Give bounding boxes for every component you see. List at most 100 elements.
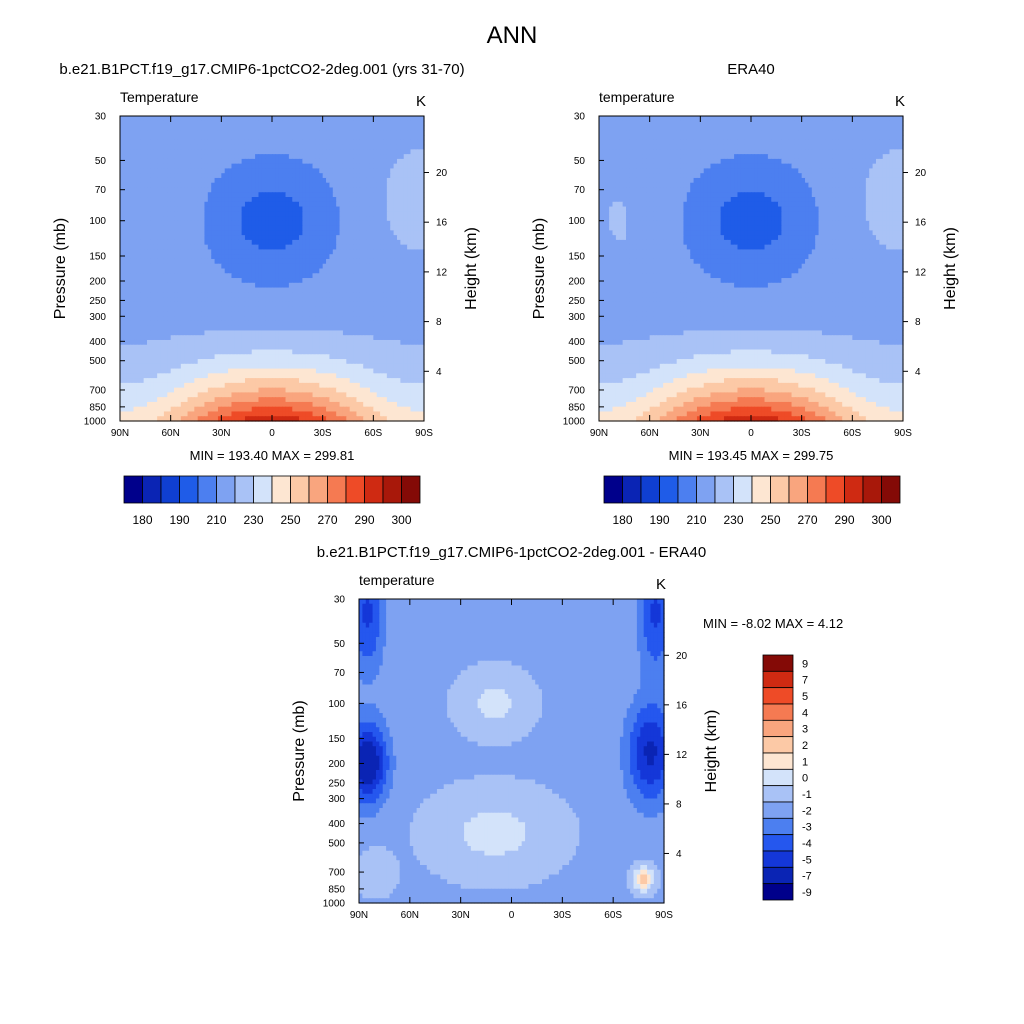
field-cell — [163, 254, 168, 260]
field-cell — [180, 216, 185, 222]
field-cell — [244, 292, 249, 298]
field-cell — [140, 263, 145, 270]
field-cell — [265, 154, 270, 160]
field-cell — [120, 316, 124, 322]
field-cell — [319, 235, 324, 241]
field-cell — [201, 258, 206, 265]
field-cell — [194, 154, 199, 160]
field-cell — [413, 287, 418, 293]
field-cell — [332, 144, 337, 150]
field-cell — [329, 363, 334, 370]
field-cell — [359, 373, 364, 379]
field-cell — [140, 282, 145, 289]
field-cell — [319, 139, 324, 146]
field-cell — [400, 354, 405, 360]
field-cell — [305, 177, 310, 184]
field-cell — [143, 254, 148, 260]
field-cell — [407, 258, 412, 265]
field-cell — [228, 325, 233, 332]
field-cell — [285, 330, 290, 336]
field-cell — [224, 311, 229, 317]
field-cell — [120, 378, 124, 384]
field-cell — [403, 339, 408, 346]
field-cell — [319, 339, 324, 346]
field-cell — [278, 297, 283, 303]
field-cell — [349, 182, 354, 189]
field-cell — [217, 139, 222, 146]
field-cell — [349, 120, 354, 127]
field-cell — [187, 120, 192, 127]
field-cell — [403, 163, 408, 170]
field-cell — [265, 249, 270, 255]
field-cell — [359, 339, 364, 346]
field-cell — [366, 325, 371, 332]
field-cell — [390, 239, 395, 246]
field-cell — [251, 306, 256, 312]
field-cell — [332, 182, 337, 189]
field-cell — [170, 282, 175, 289]
field-cell — [224, 225, 229, 231]
field-cell — [410, 373, 415, 379]
field-cell — [136, 220, 141, 227]
field-cell — [376, 201, 381, 208]
field-cell — [187, 301, 192, 308]
field-cell — [315, 173, 320, 179]
field-cell — [363, 373, 368, 379]
field-cell — [207, 278, 212, 284]
field-cell — [157, 306, 162, 312]
field-cell — [288, 230, 293, 236]
field-cell — [349, 125, 354, 131]
field-cell — [184, 168, 189, 174]
field-cell — [312, 373, 317, 379]
field-cell — [326, 330, 331, 336]
field-cell — [204, 311, 209, 317]
field-cell — [359, 325, 364, 332]
field-cell — [136, 116, 141, 122]
field-cell — [356, 177, 361, 184]
field-cell — [349, 130, 354, 136]
field-cell — [163, 168, 168, 174]
field-cell — [285, 225, 290, 231]
field-cell — [153, 325, 158, 332]
field-cell — [180, 354, 185, 360]
field-cell — [305, 344, 310, 351]
field-cell — [315, 359, 320, 365]
field-cell — [167, 216, 172, 222]
field-cell — [244, 368, 249, 374]
field-cell — [153, 192, 158, 198]
field-cell — [353, 211, 358, 217]
field-cell — [133, 125, 138, 131]
field-cell — [170, 311, 175, 317]
field-cell — [157, 339, 162, 346]
field-cell — [326, 301, 331, 308]
field-cell — [312, 158, 317, 165]
field-cell — [204, 258, 209, 265]
field-cell — [120, 220, 124, 227]
field-cell — [329, 254, 334, 260]
field-cell — [353, 135, 358, 141]
field-cell — [295, 192, 300, 198]
field-cell — [400, 244, 405, 251]
field-cell — [258, 311, 263, 317]
field-cell — [339, 354, 344, 360]
field-cell — [272, 359, 276, 365]
field-cell — [261, 158, 266, 165]
field-cell — [326, 216, 331, 222]
field-cell — [386, 311, 391, 317]
field-cell — [204, 325, 209, 332]
field-cell — [194, 139, 199, 146]
field-cell — [413, 263, 418, 270]
field-cell — [184, 149, 189, 155]
field-cell — [184, 120, 189, 127]
field-cell — [184, 216, 189, 222]
field-cell — [369, 187, 374, 193]
field-cell — [143, 225, 148, 231]
field-cell — [167, 325, 172, 332]
field-cell — [339, 311, 344, 317]
field-cell — [373, 182, 378, 189]
field-cell — [315, 125, 320, 131]
field-cell — [184, 125, 189, 131]
field-cell — [177, 316, 182, 322]
field-cell — [322, 154, 327, 160]
field-cell — [258, 359, 263, 365]
